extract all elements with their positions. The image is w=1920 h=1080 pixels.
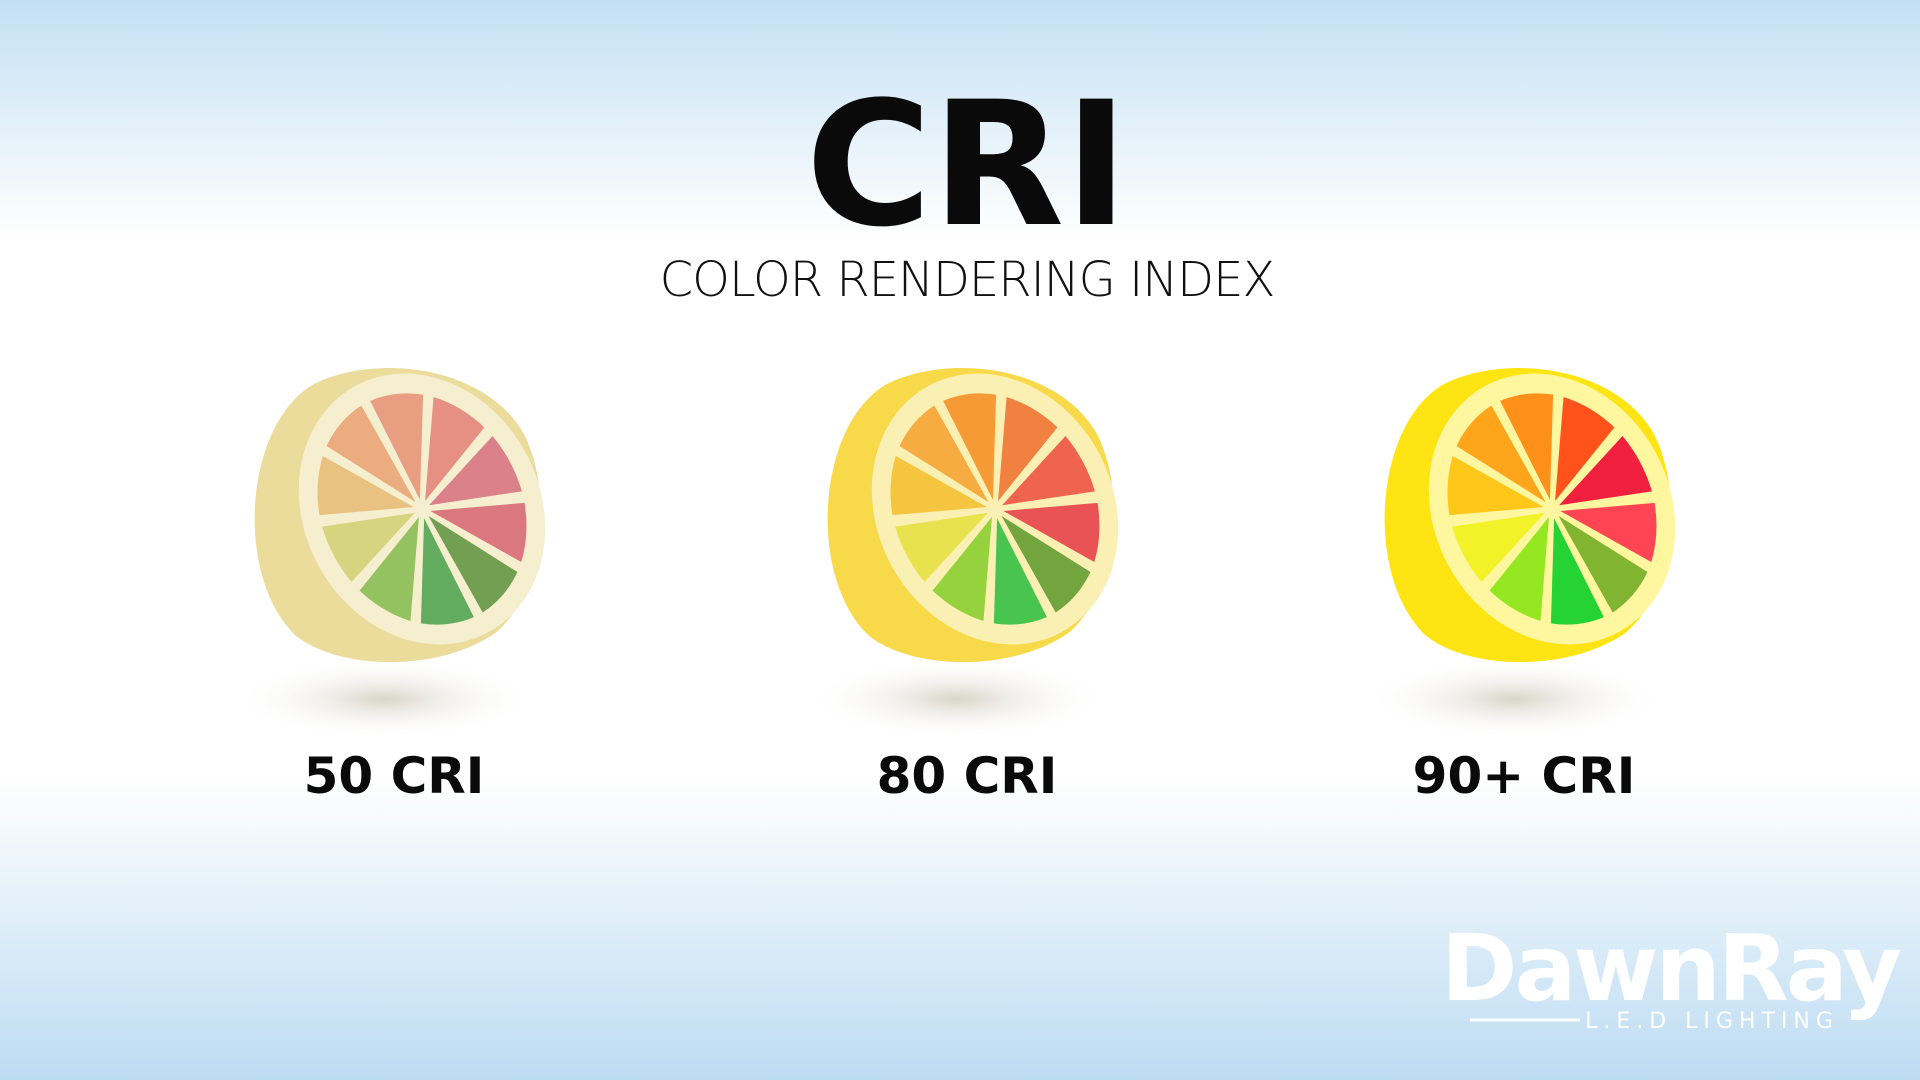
lemon-wedge <box>1003 502 1100 563</box>
lemon-shadow <box>807 659 1107 739</box>
lemon-wedge <box>1447 455 1544 516</box>
lemon-wedge <box>890 455 987 516</box>
lemon-row: 50 CRI 80 CRI 90+ CRI <box>234 368 1676 805</box>
lemon-shadow <box>234 659 534 739</box>
lemon-wedge <box>359 517 419 621</box>
lemon-wedge <box>430 502 527 563</box>
lemon-wedge <box>322 512 415 582</box>
lemon-shadow <box>1364 659 1664 739</box>
lemon-wedge <box>932 517 992 621</box>
lemon-wedge <box>993 518 1047 625</box>
lemon-wedge <box>1555 397 1615 501</box>
logo: DawnRay L.E.D LIGHTING <box>1441 915 1904 1034</box>
logo-tagline: L.E.D LIGHTING <box>1585 1009 1839 1034</box>
cri-label: 80 CRI <box>877 747 1058 805</box>
lemon-wedge <box>326 405 416 503</box>
lemon-wedge <box>370 393 424 500</box>
lemon-wedge <box>1500 393 1554 500</box>
lemon-wedge <box>1001 515 1091 613</box>
lemon-wedge <box>420 518 474 625</box>
lemon-wedge <box>1558 515 1648 613</box>
lemon-wedge <box>1002 436 1095 506</box>
lemon-wedge <box>1489 517 1549 621</box>
lemon: 90+ CRI <box>1364 368 1676 805</box>
lemon-wedge <box>429 436 522 506</box>
logo-name: DawnRay <box>1441 915 1901 1022</box>
lemon-wedge <box>895 512 988 582</box>
title: CRI <box>806 64 1129 265</box>
lemon-wedge <box>428 515 518 613</box>
lemon: 80 CRI <box>807 368 1119 805</box>
lemon-wedge <box>1456 405 1546 503</box>
lemon-wedge <box>998 397 1058 501</box>
lemon-wedge <box>1550 518 1604 625</box>
lemon-wedge <box>425 397 485 501</box>
subtitle: COLOR RENDERING INDEX <box>660 252 1275 308</box>
lemon-wedge <box>1559 436 1652 506</box>
lemon-wedge <box>1452 512 1545 582</box>
cri-label: 50 CRI <box>304 747 485 805</box>
lemon: 50 CRI <box>234 368 546 805</box>
lemon-wedge <box>899 405 989 503</box>
lemon-wedge <box>943 393 997 500</box>
cri-label: 90+ CRI <box>1413 747 1636 805</box>
lemon-wedge <box>1560 502 1657 563</box>
lemon-wedge <box>317 455 414 516</box>
